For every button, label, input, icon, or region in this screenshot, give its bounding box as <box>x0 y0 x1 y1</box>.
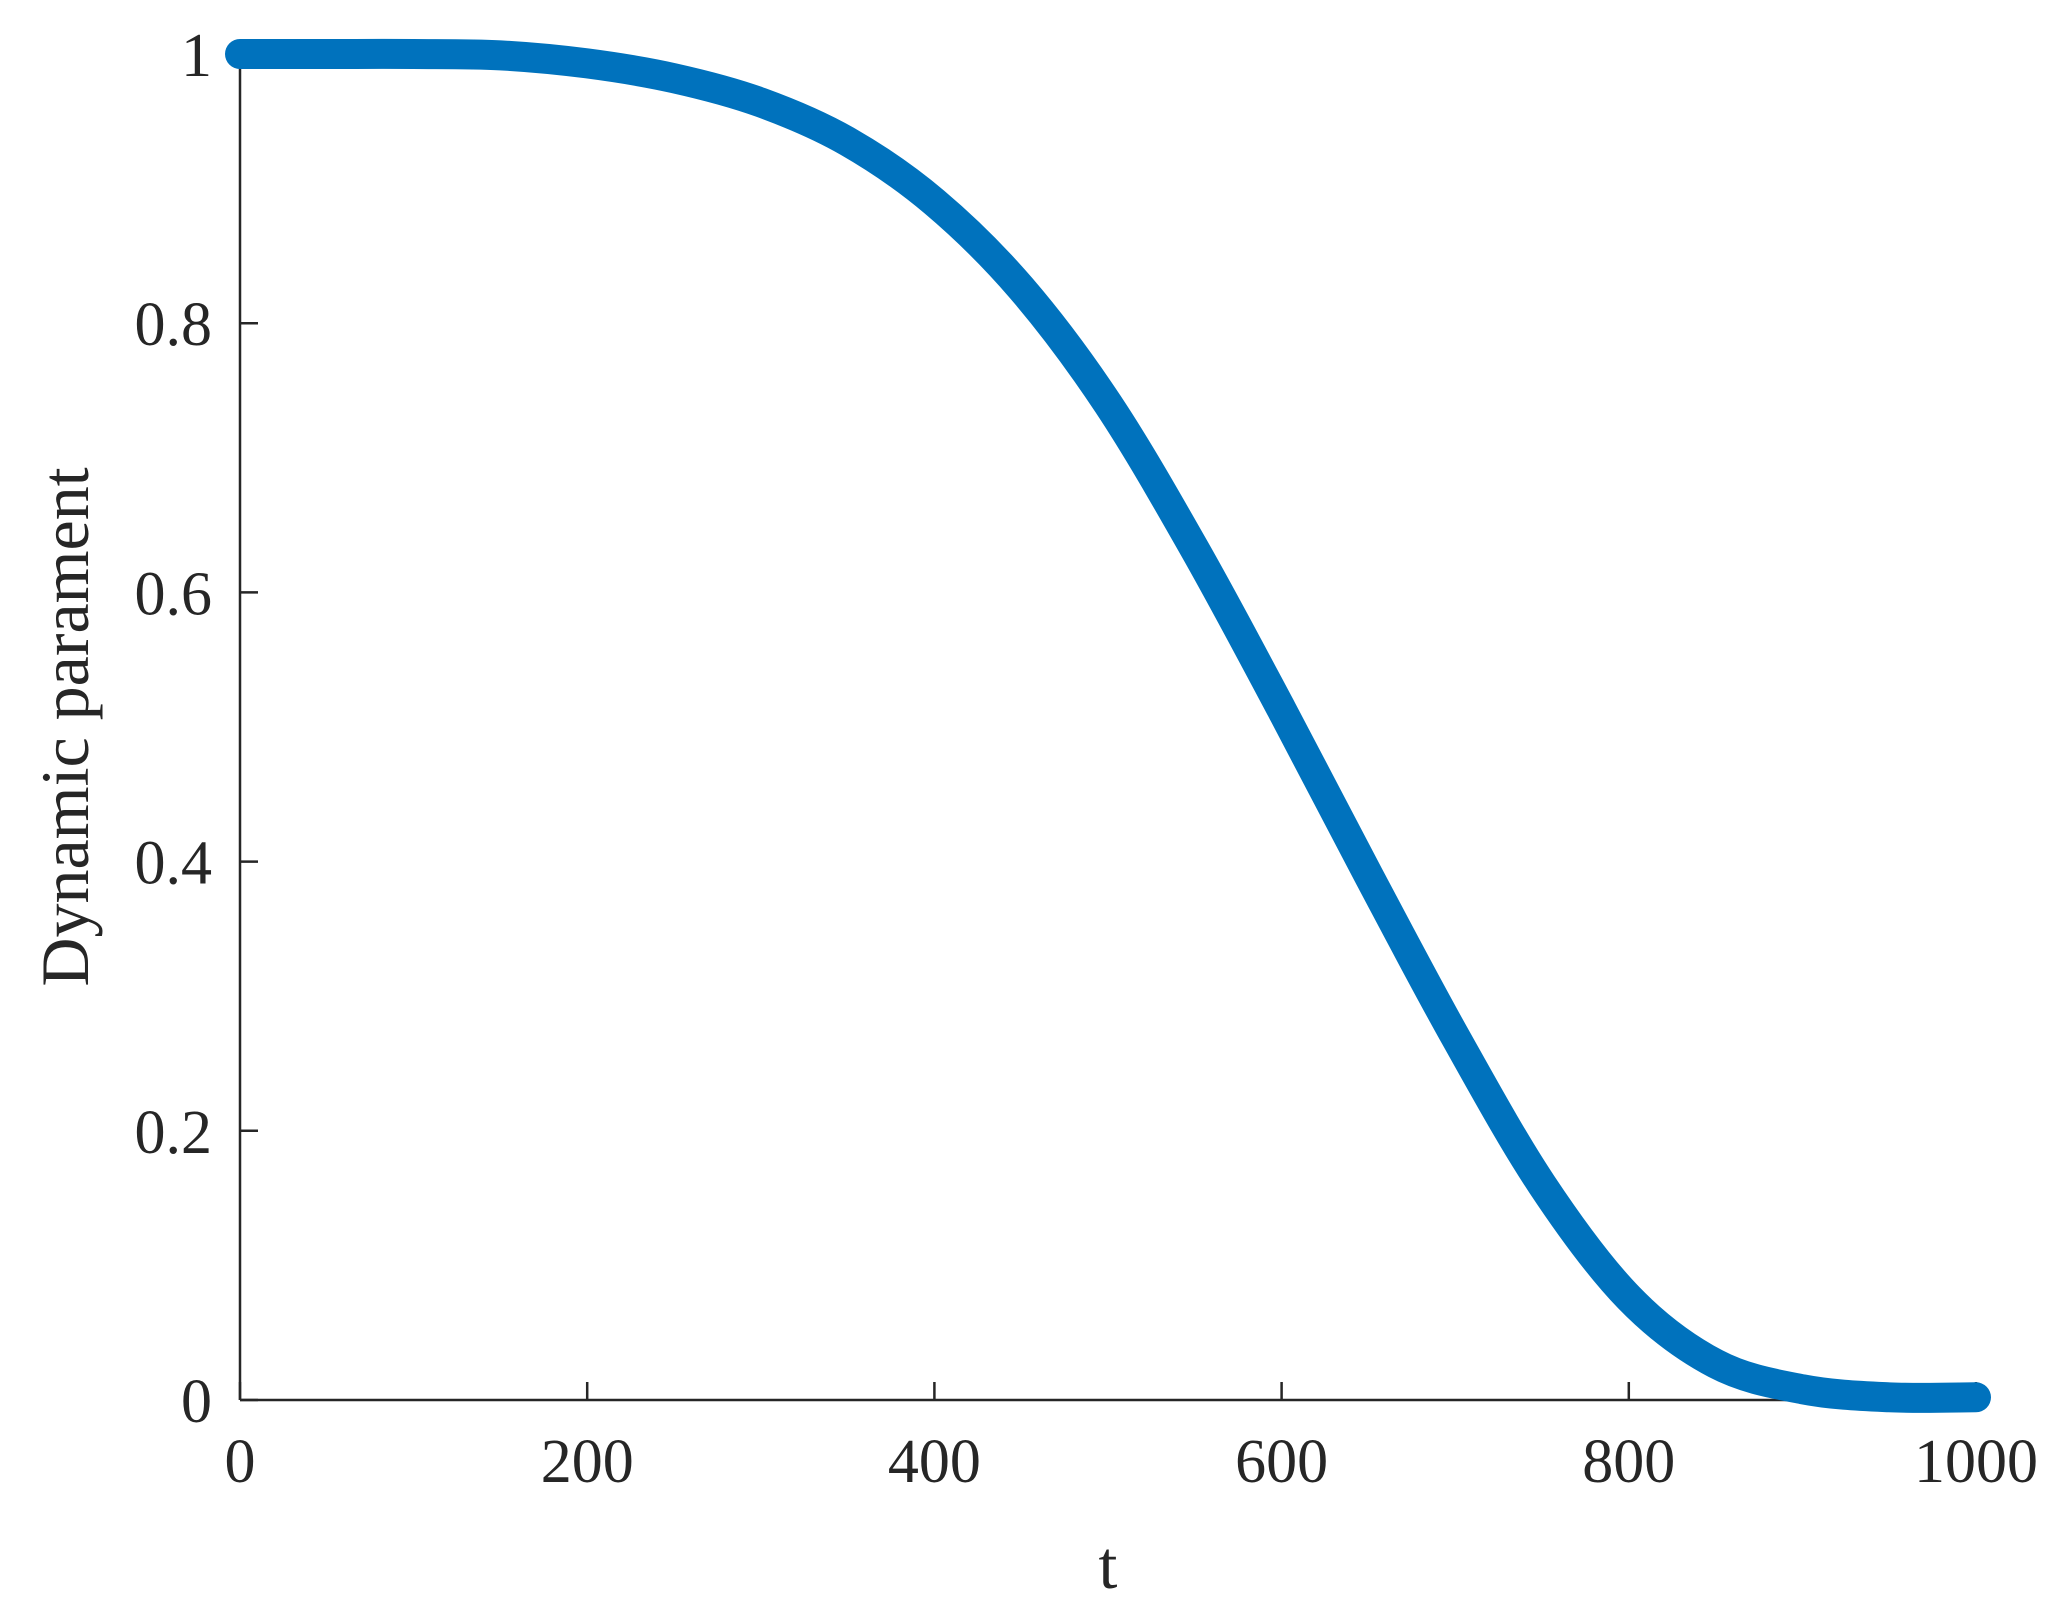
x-tick-label: 0 <box>225 1428 256 1496</box>
labels-layer: t Dynamic parament 0 200 400 600 800 1000 0 0.2… <box>27 22 2038 1603</box>
x-tick-label: 800 <box>1582 1428 1675 1496</box>
x-tick-label: 1000 <box>1914 1428 2038 1496</box>
series-layer <box>225 38 1991 1413</box>
y-axis-title: Dynamic parament <box>27 467 103 986</box>
ticks-layer <box>238 52 1978 1402</box>
axes-layer <box>238 54 1976 1402</box>
y-tick-label: 1 <box>181 22 212 90</box>
y-tick-label: 0.2 <box>135 1099 213 1167</box>
x-tick-label: 400 <box>888 1428 981 1496</box>
x-tick-label: 600 <box>1235 1428 1328 1496</box>
x-axis-title: t <box>1099 1527 1118 1603</box>
y-tick-label: 0 <box>181 1368 212 1436</box>
y-tick-label: 0.4 <box>135 830 213 898</box>
series-line <box>225 38 1991 1413</box>
y-tick-label: 0.8 <box>135 291 213 359</box>
x-tick-label: 200 <box>541 1428 634 1496</box>
y-tick-label: 0.6 <box>135 560 213 628</box>
